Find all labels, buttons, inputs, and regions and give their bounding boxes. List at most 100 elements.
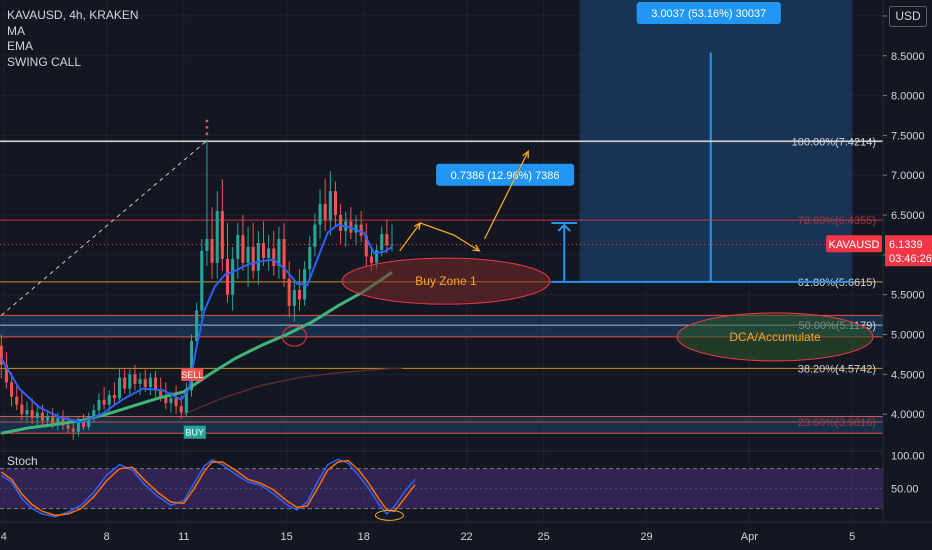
candle-body xyxy=(184,390,188,413)
stoch-tick-label: 50.00 xyxy=(891,484,919,496)
measure-label-large-bg xyxy=(636,2,781,24)
legend-symbol: KAVAUSD, 4h, KRAKEN xyxy=(7,8,139,22)
candle-body xyxy=(261,242,266,259)
signal-dot xyxy=(205,119,209,123)
candle-body xyxy=(189,340,194,391)
buy-marker: BUY xyxy=(183,425,206,439)
chart-legend: KAVAUSD, 4h, KRAKEN MA EMA SWING CALL xyxy=(7,8,139,70)
candle-body xyxy=(112,395,116,399)
buy-zone-ellipse-shape xyxy=(341,257,551,305)
candle-body xyxy=(308,246,312,270)
candle-body xyxy=(61,418,65,426)
projection-arrowhead xyxy=(522,149,529,159)
time-tick-label: 29 xyxy=(640,531,652,543)
candle-body xyxy=(143,379,147,388)
candle-body xyxy=(117,377,122,399)
candle-body xyxy=(297,289,302,300)
candle-body xyxy=(148,377,152,388)
projection-arrow xyxy=(399,222,421,252)
stoch-d-line xyxy=(0,459,416,517)
candle-body xyxy=(210,238,214,263)
candle-body xyxy=(76,422,80,432)
measure-label-large-text: 3.0037 (53.16%) 30037 xyxy=(651,8,766,20)
fib-label-text: 78.60%(6.4355) xyxy=(798,215,876,227)
candle-body xyxy=(169,398,173,404)
dca-zone-ellipse: DCA/Accumulate xyxy=(676,312,874,362)
projection-arrowhead xyxy=(472,244,481,252)
candle-body xyxy=(133,374,137,384)
candle-body xyxy=(369,256,373,263)
dca-zone-ellipse-text: DCA/Accumulate xyxy=(729,330,821,344)
candle-body xyxy=(292,289,296,306)
candle-body xyxy=(40,412,44,421)
time-tick-label: 11 xyxy=(178,531,189,543)
candle-body xyxy=(179,406,183,413)
measure-label-small-text: 0.7386 (12.96%) 7386 xyxy=(451,170,560,182)
candle-body xyxy=(323,203,327,220)
candle-body xyxy=(277,238,281,267)
stoch-circle xyxy=(374,509,404,521)
fib-label-text: 38.20%(4.5742) xyxy=(798,363,876,375)
candle-body xyxy=(66,425,70,429)
candle-body xyxy=(159,390,163,397)
candle-body xyxy=(205,238,209,251)
price-tick-label: 8.5000 xyxy=(891,51,925,63)
price-tick-label: 5.5000 xyxy=(891,290,925,302)
candle-body xyxy=(354,224,358,233)
buy-zone-ellipse-text: Buy Zone 1 xyxy=(415,274,477,288)
price-tick-label: 4.5000 xyxy=(891,369,925,381)
time-tick-label: 5 xyxy=(849,531,855,543)
legend-ma[interactable]: MA xyxy=(7,23,25,38)
measure-label-small: 0.7386 (12.96%) 7386 xyxy=(436,163,575,186)
price-tick-label: 8.0000 xyxy=(891,91,925,103)
candle-body xyxy=(46,415,50,421)
price-tick-label: 7.5000 xyxy=(891,130,925,142)
measure-label-large: 3.0037 (53.16%) 30037 xyxy=(636,2,781,24)
time-tick-label: 15 xyxy=(280,531,292,543)
candle-body xyxy=(153,377,158,391)
candle-body xyxy=(30,410,34,419)
sell-marker-text: SELL xyxy=(181,370,203,380)
currency-button[interactable]: USD xyxy=(889,6,927,27)
candle-body xyxy=(138,379,142,384)
buy-marker-bg xyxy=(183,425,206,439)
price-tick-label: 5.0000 xyxy=(891,330,925,342)
candle-body xyxy=(267,248,271,259)
fib-label: 100.00%(7.4214) xyxy=(792,137,876,149)
price-badge-bg xyxy=(885,235,932,267)
candle-body xyxy=(364,235,368,257)
time-tick-label: 4 xyxy=(1,531,7,543)
candle-body xyxy=(339,215,343,231)
fib-label: 23.60%(3.9016) xyxy=(798,417,876,429)
candle-body xyxy=(51,415,55,424)
legend-swing-call[interactable]: SWING CALL xyxy=(7,54,82,69)
candle-body xyxy=(231,258,235,295)
candle-body xyxy=(174,398,178,407)
candle-body xyxy=(25,410,29,415)
legend-ema[interactable]: EMA xyxy=(7,39,34,53)
projection-arrow xyxy=(420,222,480,252)
candle-body xyxy=(97,399,101,411)
price-badge-value: 6.1339 xyxy=(889,239,923,251)
symbol-badge-text: KAVAUSD xyxy=(829,239,880,251)
fib-label-text: 100.00%(7.4214) xyxy=(792,137,876,149)
candle-body xyxy=(87,417,91,427)
candle-body xyxy=(359,224,363,236)
candle-body xyxy=(102,399,106,405)
fib-label-text: 23.60%(3.9016) xyxy=(798,417,876,429)
time-tick-label: 18 xyxy=(358,531,370,543)
price-tick-label: 7.0000 xyxy=(891,170,925,182)
candle-body xyxy=(375,250,379,263)
candle-body xyxy=(287,278,291,306)
candle-body xyxy=(107,395,111,405)
candle-body xyxy=(20,404,24,415)
candle-body xyxy=(313,224,317,247)
candle-body xyxy=(56,418,60,424)
touch-circle xyxy=(281,325,307,347)
signal-dot xyxy=(205,126,209,129)
candle-body xyxy=(82,422,86,427)
signal-dot xyxy=(205,132,209,136)
candle-body xyxy=(272,248,276,267)
candle-body xyxy=(333,191,338,216)
